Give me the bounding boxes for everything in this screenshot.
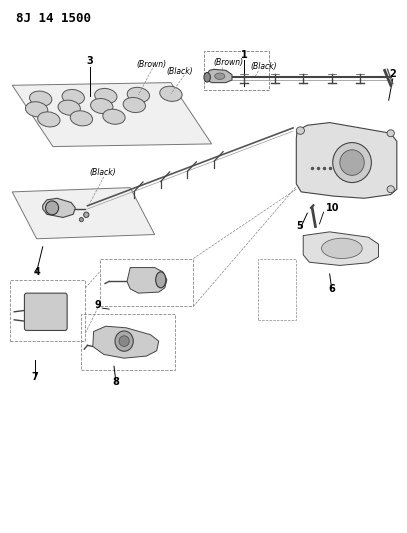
Ellipse shape [70, 111, 92, 126]
Ellipse shape [123, 98, 145, 112]
Bar [100, 259, 193, 306]
Ellipse shape [387, 186, 394, 192]
Bar [258, 259, 296, 320]
Text: 4: 4 [33, 267, 40, 277]
Text: 2: 2 [389, 69, 396, 79]
Ellipse shape [115, 331, 133, 351]
Polygon shape [296, 123, 397, 198]
Bar [53, 305, 59, 309]
Ellipse shape [46, 201, 59, 215]
Text: (Black): (Black) [90, 168, 116, 177]
Polygon shape [43, 198, 75, 217]
Ellipse shape [91, 99, 113, 114]
Text: 7: 7 [31, 372, 38, 382]
Polygon shape [93, 326, 159, 358]
Ellipse shape [204, 72, 210, 82]
Text: 6: 6 [328, 284, 335, 294]
Text: 8J 14 1500: 8J 14 1500 [16, 12, 91, 25]
Polygon shape [127, 268, 167, 293]
Text: 8: 8 [113, 377, 119, 387]
Text: (Brown): (Brown) [214, 58, 244, 67]
Ellipse shape [38, 112, 60, 127]
Text: (Black): (Black) [250, 62, 277, 71]
Text: (Black): (Black) [166, 67, 193, 76]
Ellipse shape [119, 336, 129, 346]
Text: 5: 5 [296, 221, 302, 231]
Text: 3: 3 [86, 56, 93, 66]
FancyBboxPatch shape [24, 293, 67, 330]
Ellipse shape [84, 212, 89, 217]
Polygon shape [206, 69, 232, 83]
Text: 9: 9 [94, 300, 101, 310]
Ellipse shape [103, 109, 125, 124]
Polygon shape [12, 188, 155, 239]
Ellipse shape [58, 100, 80, 115]
Ellipse shape [26, 102, 48, 117]
Ellipse shape [296, 127, 304, 134]
Polygon shape [303, 232, 379, 265]
Polygon shape [12, 83, 212, 147]
Bar [53, 300, 59, 304]
Bar [10, 280, 85, 341]
Text: 1: 1 [241, 50, 247, 60]
Ellipse shape [387, 130, 394, 136]
Ellipse shape [333, 142, 371, 182]
Bar [53, 316, 59, 320]
Ellipse shape [127, 87, 149, 102]
Text: 10: 10 [326, 203, 339, 213]
Ellipse shape [160, 86, 182, 101]
Ellipse shape [305, 153, 346, 182]
Text: (Brown): (Brown) [136, 60, 166, 69]
Ellipse shape [62, 90, 84, 104]
Ellipse shape [215, 73, 225, 79]
Bar [53, 310, 59, 314]
Ellipse shape [95, 88, 117, 103]
Ellipse shape [322, 238, 362, 259]
Bar [204, 51, 269, 90]
Ellipse shape [30, 91, 52, 106]
Ellipse shape [340, 150, 364, 175]
Bar [81, 314, 175, 370]
Ellipse shape [79, 217, 83, 222]
Ellipse shape [155, 272, 166, 288]
